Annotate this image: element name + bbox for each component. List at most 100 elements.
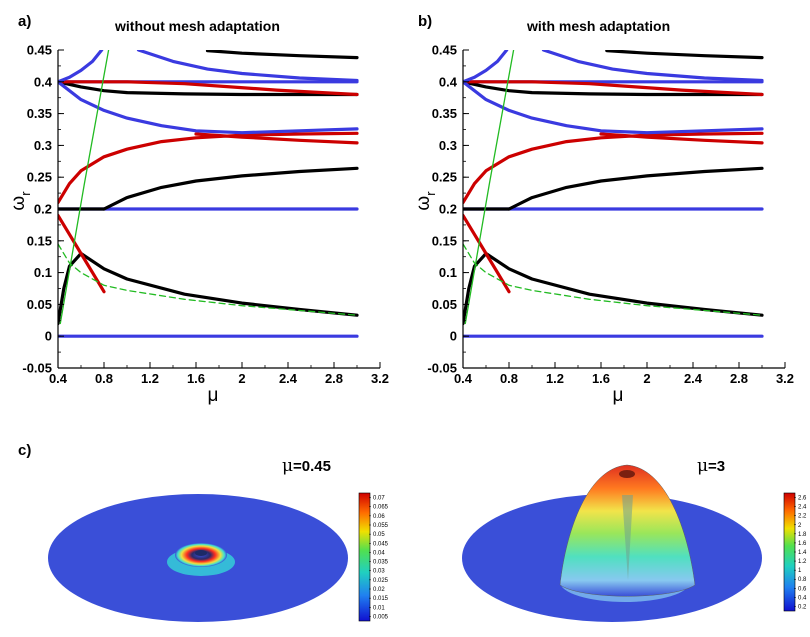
ring-left-hole [195, 550, 207, 556]
y-tick-label: 0.15 [27, 233, 52, 248]
series-line-red-10 [463, 80, 764, 97]
colorbar-tick-label: 2.4 [798, 505, 807, 511]
series-line-green-16 [58, 243, 358, 316]
series-line-red-8 [463, 131, 764, 205]
colorbar-left-ticks: 0.07 0.065 0.06 0.055 0.05 0.045 0.04 0.035 0.03… [369, 496, 389, 620]
y-tick-label: 0.1 [34, 265, 52, 280]
panel-b-letter: b) [418, 13, 433, 30]
x-tick-label: 2 [643, 371, 650, 386]
x-tick-label: 2.4 [684, 371, 703, 386]
y-tick-label: 0.45 [432, 43, 457, 58]
colorbar-tick-label: 0.015 [373, 596, 389, 602]
colorbar-tick-label: 0.4 [798, 595, 807, 601]
x-tick-label: 0.4 [454, 371, 473, 386]
y-tick-label: -0.05 [22, 361, 52, 376]
y-tick-label: 0.3 [34, 138, 52, 153]
series-line-black-4 [507, 166, 764, 211]
panel-b-title: with mesh adaptation [527, 18, 671, 34]
colorbar-tick-label: 0.01 [373, 605, 385, 611]
y-tick-label: 0.15 [432, 233, 457, 248]
colorbar-tick-label: 1.8 [798, 532, 807, 538]
panel-a-letter: a) [18, 13, 32, 30]
colorbar-tick-label: 0.06 [373, 514, 385, 520]
x-tick-label: 1.2 [546, 371, 564, 386]
x-tick-label: 1.2 [141, 371, 159, 386]
colorbar-tick-label: 0.025 [373, 578, 389, 584]
series-line-black-6 [58, 80, 359, 97]
y-tick-label: 0.3 [439, 138, 457, 153]
series-line-red-8 [58, 131, 359, 205]
colorbar-tick-label: 0.8 [798, 577, 807, 583]
y-axis-label: ωr [413, 191, 438, 211]
x-tick-label: 0.8 [95, 371, 113, 386]
series-line-green-15 [59, 50, 110, 325]
y-tick-label: 0.2 [439, 202, 457, 217]
y-tick-label: 0.1 [439, 265, 457, 280]
series-line-red-10 [58, 80, 359, 97]
series-line-red-9 [58, 213, 106, 294]
dome-right-inner [622, 495, 633, 580]
y-tick-label: 0.2 [34, 202, 52, 217]
series-line-red-11 [194, 132, 359, 145]
x-tick-label: 0.4 [49, 371, 68, 386]
y-tick-label: 0 [45, 329, 52, 344]
chart-b: -0.05 0 0.05 0.1 0.15 0.2 0.25 0.3 0.35 0.4 0.45 0.… [413, 43, 794, 407]
series-group [58, 50, 359, 338]
y-tick-label: 0.25 [432, 170, 457, 185]
x-tick-label: 3.2 [371, 371, 389, 386]
series-line-blue-13 [136, 50, 359, 83]
x-axis-label: μ [208, 385, 219, 406]
colorbar-tick-label: 1 [798, 568, 802, 574]
series-line-green-16 [463, 243, 763, 316]
y-tick-label: 0.05 [432, 297, 457, 312]
x-tick-label: 1.6 [592, 371, 610, 386]
series-line-black-4 [102, 166, 359, 211]
series-line-red-11 [599, 132, 764, 145]
colorbar-tick-label: 0.6 [798, 586, 807, 592]
x-tick-label: 2.8 [730, 371, 748, 386]
colorbar-tick-label: 1.6 [798, 541, 807, 547]
colorbar-right-ticks: 2.6 2.4 2.2 2 1.8 1.6 1.4 1.2 1 0.8 0.6 0.4 0.2 [794, 496, 807, 610]
y-tick-label: -0.05 [427, 361, 457, 376]
colorbar-tick-label: 0.055 [373, 523, 389, 529]
colorbar-tick-label: 0.03 [373, 569, 385, 575]
colorbar-right [783, 492, 796, 612]
series-line-blue-14 [58, 80, 359, 135]
colorbar-tick-label: 1.4 [798, 550, 807, 556]
series-line-blue-12 [58, 50, 104, 84]
x-tick-label: 1.6 [187, 371, 205, 386]
series-line-green-15 [464, 50, 515, 325]
panel-c-letter: c) [18, 442, 32, 459]
y-tick-label: 0.25 [27, 170, 52, 185]
colorbar-tick-label: 1.2 [798, 559, 807, 565]
series-line-black-5 [463, 251, 764, 326]
y-axis-label: ωr [8, 191, 33, 211]
y-tick-label: 0.45 [27, 43, 52, 58]
x-tick-label: 2 [238, 371, 245, 386]
mu-left-value: =0.45 [293, 458, 331, 475]
panel-a-title: without mesh adaptation [115, 18, 280, 34]
y-tick-label: 0 [450, 329, 457, 344]
series-line-blue-12 [463, 50, 509, 84]
series-line-red-9 [463, 213, 511, 294]
colorbar-tick-label: 0.02 [373, 587, 385, 593]
y-tick-label: 0.05 [27, 297, 52, 312]
y-tick-label: 0.35 [432, 106, 457, 121]
mu-right-symbol: μ [697, 456, 708, 476]
series-line-blue-13 [541, 50, 764, 83]
colorbar-tick-label: 0.065 [373, 505, 389, 511]
series-group [463, 50, 764, 338]
y-tick-label: 0.35 [27, 106, 52, 121]
surface-plots: μ =0.45 0.070.0650.060.0550.050.0450.040… [48, 456, 807, 622]
chart-a: -0.05 0 0.05 0.1 0.15 0.2 0.25 0.3 0.35 0.4 0.45 0.… [8, 43, 389, 407]
colorbar-left [358, 492, 371, 622]
colorbar-tick-label: 0.2 [798, 604, 807, 610]
series-line-black-7 [205, 50, 359, 60]
mu-left-symbol: μ [282, 456, 293, 476]
x-tick-label: 2.8 [325, 371, 343, 386]
x-tick-label: 0.8 [500, 371, 518, 386]
series-line-black-5 [58, 251, 359, 326]
colorbar-tick-label: 2 [798, 523, 802, 529]
y-tick-label: 0.4 [439, 74, 458, 89]
colorbar-tick-label: 2.6 [798, 496, 807, 502]
